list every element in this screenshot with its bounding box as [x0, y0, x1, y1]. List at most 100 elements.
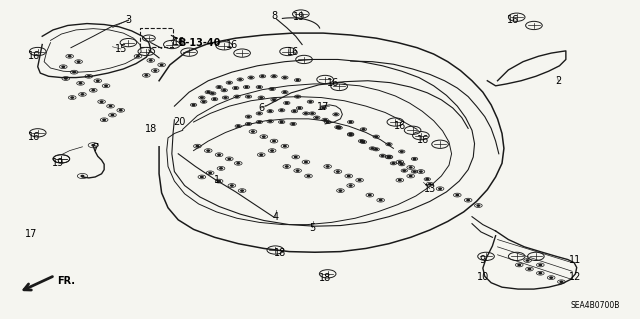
- Circle shape: [269, 111, 271, 112]
- Circle shape: [280, 110, 283, 111]
- Circle shape: [62, 66, 65, 67]
- Circle shape: [261, 76, 264, 77]
- Text: 16: 16: [173, 37, 186, 47]
- Circle shape: [273, 140, 275, 142]
- Circle shape: [293, 111, 296, 112]
- Circle shape: [284, 92, 286, 93]
- Circle shape: [309, 101, 312, 102]
- Circle shape: [202, 101, 205, 102]
- Circle shape: [322, 108, 324, 109]
- Circle shape: [218, 181, 220, 182]
- Circle shape: [518, 264, 520, 266]
- Circle shape: [439, 188, 442, 189]
- Circle shape: [88, 76, 90, 77]
- Circle shape: [68, 56, 71, 57]
- Circle shape: [260, 97, 262, 98]
- Circle shape: [326, 166, 329, 167]
- Circle shape: [349, 133, 352, 135]
- Circle shape: [207, 92, 209, 93]
- Circle shape: [218, 86, 220, 88]
- Circle shape: [311, 113, 314, 114]
- Circle shape: [92, 145, 95, 146]
- Circle shape: [150, 60, 152, 61]
- Circle shape: [358, 180, 361, 181]
- Circle shape: [269, 121, 271, 122]
- Text: 18: 18: [275, 248, 287, 258]
- Circle shape: [324, 119, 326, 121]
- Circle shape: [79, 83, 82, 84]
- Circle shape: [296, 79, 299, 81]
- Text: B-13-40: B-13-40: [178, 38, 221, 48]
- Circle shape: [81, 175, 84, 177]
- Text: 18: 18: [145, 124, 157, 134]
- Text: 18: 18: [319, 273, 332, 283]
- Circle shape: [285, 102, 288, 104]
- Circle shape: [399, 180, 401, 181]
- Circle shape: [65, 78, 67, 79]
- Circle shape: [247, 116, 250, 117]
- Circle shape: [337, 126, 339, 128]
- Circle shape: [550, 277, 552, 278]
- Text: 4: 4: [272, 212, 278, 222]
- Circle shape: [348, 175, 350, 177]
- Circle shape: [200, 97, 203, 98]
- Circle shape: [211, 93, 214, 94]
- Circle shape: [192, 104, 195, 106]
- Text: 1: 1: [214, 175, 220, 185]
- Circle shape: [456, 195, 459, 196]
- Text: 19: 19: [52, 158, 64, 168]
- Text: 16: 16: [417, 136, 429, 145]
- Circle shape: [337, 171, 339, 172]
- Circle shape: [247, 96, 250, 97]
- Text: 2: 2: [555, 76, 561, 86]
- Circle shape: [71, 97, 74, 98]
- Text: 16: 16: [394, 121, 406, 131]
- Circle shape: [271, 150, 273, 151]
- Circle shape: [335, 114, 337, 115]
- Circle shape: [224, 97, 227, 98]
- Circle shape: [105, 85, 108, 86]
- Circle shape: [305, 113, 307, 114]
- Text: 3: 3: [125, 15, 131, 25]
- Circle shape: [239, 79, 241, 80]
- Text: 15: 15: [115, 44, 127, 54]
- Circle shape: [284, 77, 286, 78]
- Circle shape: [100, 101, 103, 102]
- Text: 16: 16: [287, 47, 300, 56]
- Circle shape: [228, 82, 230, 83]
- Circle shape: [109, 106, 112, 107]
- Circle shape: [258, 122, 260, 123]
- Circle shape: [399, 161, 401, 163]
- Circle shape: [403, 170, 406, 171]
- Text: 8: 8: [271, 11, 277, 21]
- Circle shape: [339, 190, 342, 191]
- Circle shape: [526, 260, 529, 261]
- Text: 17: 17: [317, 102, 330, 112]
- Circle shape: [388, 156, 390, 158]
- Text: 16: 16: [326, 78, 339, 88]
- Circle shape: [413, 158, 416, 160]
- Circle shape: [81, 94, 84, 95]
- Text: 11: 11: [570, 255, 582, 264]
- Circle shape: [223, 90, 225, 91]
- Circle shape: [228, 158, 230, 160]
- Circle shape: [241, 190, 243, 191]
- Text: 19: 19: [293, 11, 306, 22]
- Circle shape: [209, 172, 211, 174]
- Text: SEA4B0700B: SEA4B0700B: [571, 301, 620, 310]
- Circle shape: [528, 269, 531, 270]
- Circle shape: [429, 184, 431, 185]
- Text: 16: 16: [28, 132, 40, 142]
- Circle shape: [316, 117, 318, 118]
- Circle shape: [305, 161, 307, 163]
- Circle shape: [294, 156, 297, 158]
- Circle shape: [200, 176, 203, 178]
- Circle shape: [236, 96, 238, 97]
- Circle shape: [137, 56, 140, 57]
- Circle shape: [245, 86, 248, 88]
- Circle shape: [292, 123, 294, 124]
- Circle shape: [388, 156, 390, 158]
- Circle shape: [273, 76, 275, 77]
- Circle shape: [426, 179, 429, 180]
- Text: 10: 10: [477, 272, 489, 282]
